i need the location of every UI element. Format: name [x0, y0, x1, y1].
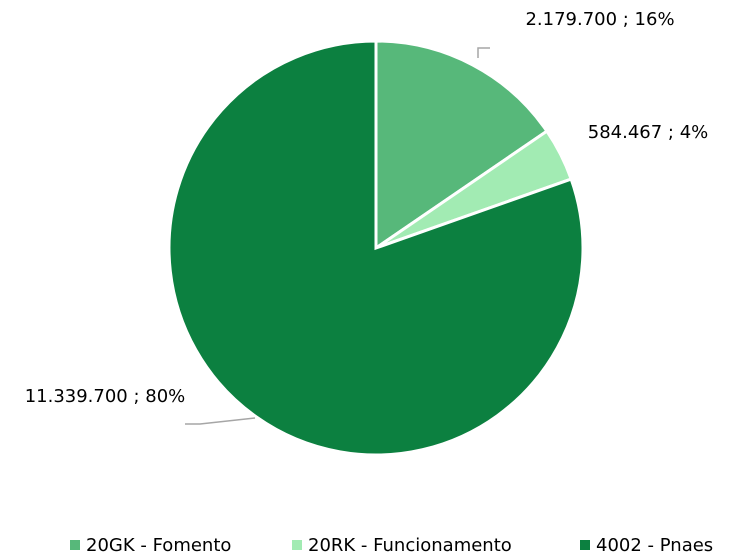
data-label: 584.467 ; 4% [588, 122, 709, 143]
data-label: 2.179.700 ; 16% [525, 9, 674, 30]
data-label: 11.339.700 ; 80% [25, 386, 186, 407]
legend-swatch [580, 540, 590, 550]
leader-line [477, 47, 490, 58]
legend-swatch [70, 540, 80, 550]
legend-label: 4002 - Pnaes [596, 535, 713, 556]
pie-slice [167, 39, 585, 457]
legend-swatch [292, 540, 302, 550]
leader-line [185, 417, 256, 425]
legend-label: 20RK - Funcionamento [308, 535, 512, 556]
legend-label: 20GK - Fomento [86, 535, 231, 556]
pie-slice [374, 39, 549, 251]
